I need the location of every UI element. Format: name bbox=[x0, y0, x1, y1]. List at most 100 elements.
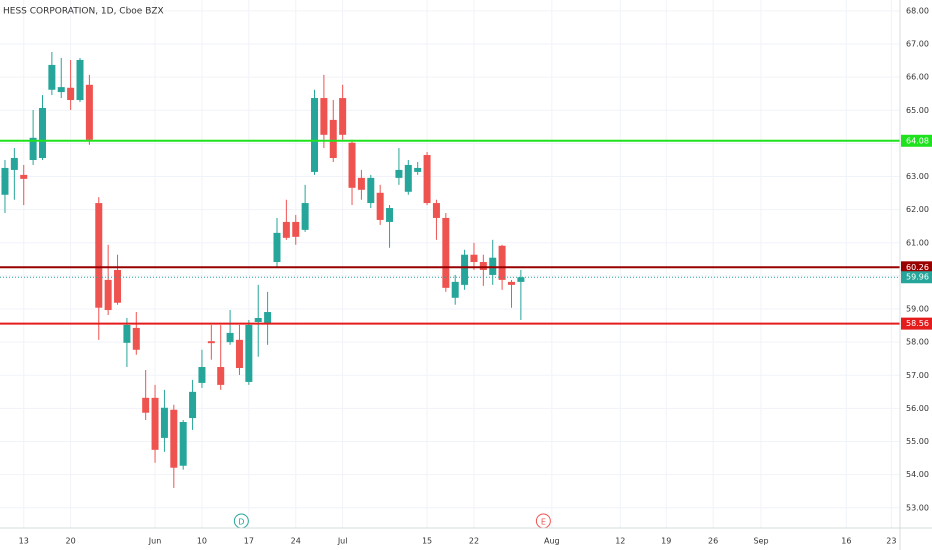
candle-body bbox=[517, 277, 525, 282]
candle-body bbox=[339, 98, 347, 135]
candle-body bbox=[301, 203, 309, 230]
y-tick-label: 57.00 bbox=[906, 371, 929, 380]
candle-body bbox=[67, 87, 75, 101]
candle-body bbox=[57, 87, 65, 93]
y-tick-label: 54.00 bbox=[906, 470, 929, 479]
candle-body bbox=[273, 232, 281, 263]
candle-body bbox=[235, 339, 243, 369]
price-level-tag bbox=[901, 134, 932, 147]
candle-body bbox=[189, 391, 197, 419]
chart-title: HESS CORPORATION, 1D, Cboe BZX bbox=[3, 7, 164, 17]
candle-body bbox=[207, 341, 215, 344]
candle-body bbox=[95, 203, 103, 308]
y-tick-label: 68.00 bbox=[906, 6, 929, 15]
x-tick-label: Jul bbox=[337, 537, 348, 546]
price-level-label: 60.26 bbox=[906, 263, 929, 272]
x-tick-label: 15 bbox=[422, 537, 432, 546]
y-tick-label: 53.00 bbox=[906, 503, 929, 512]
candle-body bbox=[20, 174, 28, 179]
y-tick-label: 67.00 bbox=[906, 40, 929, 49]
candle-body bbox=[507, 281, 515, 285]
candle-body bbox=[38, 107, 46, 159]
candle-body bbox=[114, 269, 122, 303]
candle-body bbox=[404, 164, 412, 192]
candle-body bbox=[245, 324, 253, 382]
x-tick-label: 17 bbox=[244, 537, 254, 546]
event-label: D bbox=[238, 518, 244, 527]
candle-body bbox=[132, 327, 140, 350]
candle-body bbox=[311, 98, 319, 172]
x-tick-label: 26 bbox=[708, 537, 718, 546]
candle-body bbox=[442, 217, 450, 288]
candle-body bbox=[170, 409, 178, 468]
candle-body bbox=[320, 98, 328, 135]
price-level-label: 58.56 bbox=[906, 319, 929, 328]
candle-body bbox=[48, 64, 56, 90]
candle-body bbox=[217, 367, 225, 385]
x-tick-label: 22 bbox=[469, 537, 479, 546]
price-level-label: 64.08 bbox=[906, 136, 929, 145]
candle-body bbox=[479, 262, 487, 270]
candle-body bbox=[395, 169, 403, 178]
y-tick-label: 65.00 bbox=[906, 106, 929, 115]
candle-body bbox=[367, 177, 375, 204]
candle-body bbox=[226, 332, 234, 343]
y-tick-label: 66.00 bbox=[906, 73, 929, 82]
price-level-tag bbox=[901, 317, 932, 330]
candle-body bbox=[386, 208, 394, 222]
candle-body bbox=[451, 281, 459, 298]
candle-body bbox=[160, 407, 168, 438]
x-tick-label: 19 bbox=[661, 537, 671, 546]
x-tick-label: 13 bbox=[19, 537, 29, 546]
candle-body bbox=[85, 84, 93, 140]
candle-body bbox=[470, 254, 478, 263]
y-tick-label: 62.00 bbox=[906, 205, 929, 214]
candle-body bbox=[329, 119, 337, 159]
candle-body bbox=[348, 142, 356, 188]
candle-body bbox=[376, 192, 384, 220]
candle-body bbox=[1, 167, 9, 195]
x-tick-label: 24 bbox=[291, 537, 301, 546]
x-tick-label: 23 bbox=[886, 537, 896, 546]
candle-body bbox=[151, 397, 159, 450]
y-tick-label: 61.00 bbox=[906, 238, 929, 247]
grid bbox=[0, 0, 900, 528]
x-tick-label: Sep bbox=[753, 537, 768, 546]
candle-body bbox=[461, 254, 469, 285]
candle-body bbox=[414, 167, 422, 172]
event-label: E bbox=[541, 518, 546, 527]
candle-body bbox=[254, 317, 262, 322]
x-tick-label: 16 bbox=[841, 537, 851, 546]
y-tick-label: 58.00 bbox=[906, 338, 929, 347]
candle-body bbox=[423, 155, 431, 204]
y-tick-label: 59.00 bbox=[906, 305, 929, 314]
candle-body bbox=[104, 279, 112, 311]
candle-body bbox=[123, 324, 131, 343]
y-tick-label: 56.00 bbox=[906, 404, 929, 413]
x-tick-label: Aug bbox=[544, 537, 560, 546]
x-tick-label: Jun bbox=[148, 537, 162, 546]
x-tick-label: 10 bbox=[197, 537, 207, 546]
price-level-tag bbox=[901, 261, 932, 274]
candle-body bbox=[432, 203, 440, 218]
x-tick-label: 12 bbox=[615, 537, 625, 546]
last-price-tag bbox=[901, 271, 932, 284]
candle-body bbox=[198, 367, 206, 383]
candle-body bbox=[76, 59, 84, 101]
candle-body bbox=[10, 158, 18, 170]
candle-body bbox=[357, 177, 365, 190]
y-tick-label: 55.00 bbox=[906, 437, 929, 446]
candle-body bbox=[292, 221, 300, 237]
candle-body bbox=[142, 397, 150, 413]
x-tick-label: 20 bbox=[66, 537, 76, 546]
axes: 53.0054.0055.0056.0057.0058.0059.0060.00… bbox=[19, 6, 932, 546]
candle-body bbox=[179, 422, 187, 466]
y-tick-label: 63.00 bbox=[906, 172, 929, 181]
candle-body bbox=[282, 221, 290, 238]
candle-body bbox=[264, 312, 272, 323]
last-price-label: 59.96 bbox=[906, 273, 929, 282]
candle-body bbox=[29, 137, 37, 160]
candle-body bbox=[498, 245, 506, 280]
